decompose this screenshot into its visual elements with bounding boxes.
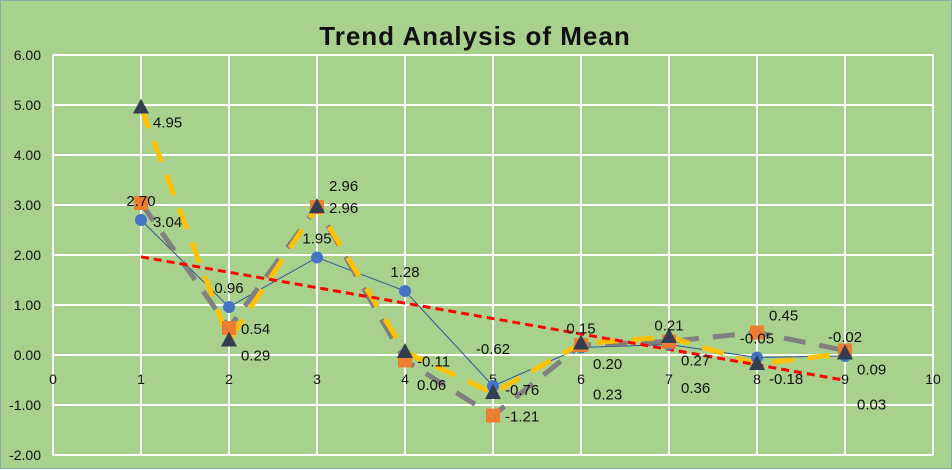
y-tick-label: -1.00 <box>9 397 41 413</box>
y-tick-label: 2.00 <box>14 247 41 263</box>
data-label: 0.96 <box>214 280 243 297</box>
data-label: -0.11 <box>417 354 450 371</box>
data-label: 0.21 <box>654 318 683 335</box>
x-tick-label: 4 <box>401 371 409 387</box>
data-label: -1.21 <box>505 409 539 426</box>
x-tick-label: 8 <box>753 371 761 387</box>
data-label: 0.27 <box>681 353 710 370</box>
data-label: 2.70 <box>126 193 155 210</box>
data-label: 3.04 <box>153 214 182 231</box>
triangle-marker <box>221 331 237 347</box>
x-tick-label: 0 <box>49 371 57 387</box>
square-marker <box>750 325 764 340</box>
data-label: 0.06 <box>417 377 446 394</box>
triangle-marker <box>397 343 413 358</box>
trendline <box>140 255 846 382</box>
circle-marker <box>311 251 323 264</box>
chart-title: Trend Analysis of Mean <box>319 21 630 51</box>
data-label: 0.15 <box>566 321 595 338</box>
y-tick-label: 6.00 <box>14 47 41 63</box>
data-label: 1.28 <box>390 264 419 281</box>
data-label: 2.96 <box>329 200 358 217</box>
data-label: 0.09 <box>857 362 886 379</box>
x-tick-label: 9 <box>841 371 849 387</box>
x-tick-label: 10 <box>925 371 941 387</box>
data-label: 2.96 <box>329 178 358 195</box>
y-tick-label: -2.00 <box>9 447 41 463</box>
data-label: 0.36 <box>681 380 710 397</box>
x-tick-label: 3 <box>313 371 321 387</box>
x-tick-label: 1 <box>137 371 145 387</box>
square-marker <box>222 321 236 335</box>
data-label: 0.29 <box>241 348 270 365</box>
circle-marker <box>399 285 411 297</box>
square-marker <box>486 408 500 423</box>
triangle-marker <box>661 328 677 343</box>
data-label: 0.54 <box>241 321 270 338</box>
y-tick-label: 0.00 <box>14 347 41 363</box>
x-tick-label: 2 <box>225 371 233 387</box>
triangle-marker <box>573 334 589 350</box>
data-label: -0.05 <box>740 331 774 348</box>
circle-marker <box>135 214 147 226</box>
x-tick-label: 5 <box>489 371 497 387</box>
triangle-marker <box>133 98 149 114</box>
x-tick-label: 6 <box>577 371 585 387</box>
series-line-3 <box>138 106 846 396</box>
y-tick-label: 4.00 <box>14 147 41 163</box>
tick-labels: 0 1 2 3 4 5 6 7 8 9 10 -2.00 -1.00 0.00 1.00 2.00 3.00 4.… <box>9 47 941 463</box>
square-marker <box>134 196 148 210</box>
data-label: 0.23 <box>593 387 622 404</box>
circle-marker <box>223 301 235 313</box>
data-label: -0.76 <box>505 382 539 399</box>
data-label: 0.03 <box>857 397 886 414</box>
gridlines <box>52 54 934 456</box>
data-label: -0.62 <box>476 341 510 358</box>
data-labels: 2.70 0.96 1.95 1.28 -0.62 0.15 0.21 -0.05 -0.02 3… <box>126 115 886 426</box>
data-label: 0.20 <box>593 356 622 373</box>
data-label: -0.02 <box>828 329 862 346</box>
data-label: -0.18 <box>769 371 803 388</box>
triangle-marker <box>309 198 325 213</box>
y-tick-label: 5.00 <box>14 97 41 113</box>
triangle-marker <box>485 384 501 399</box>
x-tick-label: 7 <box>665 371 673 387</box>
data-label: 4.95 <box>153 115 182 132</box>
triangle-marker <box>837 344 853 360</box>
markers <box>133 98 853 423</box>
triangle-marker <box>749 355 765 370</box>
data-label: 1.95 <box>302 231 331 248</box>
y-tick-label: 3.00 <box>14 197 41 213</box>
data-label: 0.45 <box>769 308 798 325</box>
y-tick-label: 1.00 <box>14 297 41 313</box>
